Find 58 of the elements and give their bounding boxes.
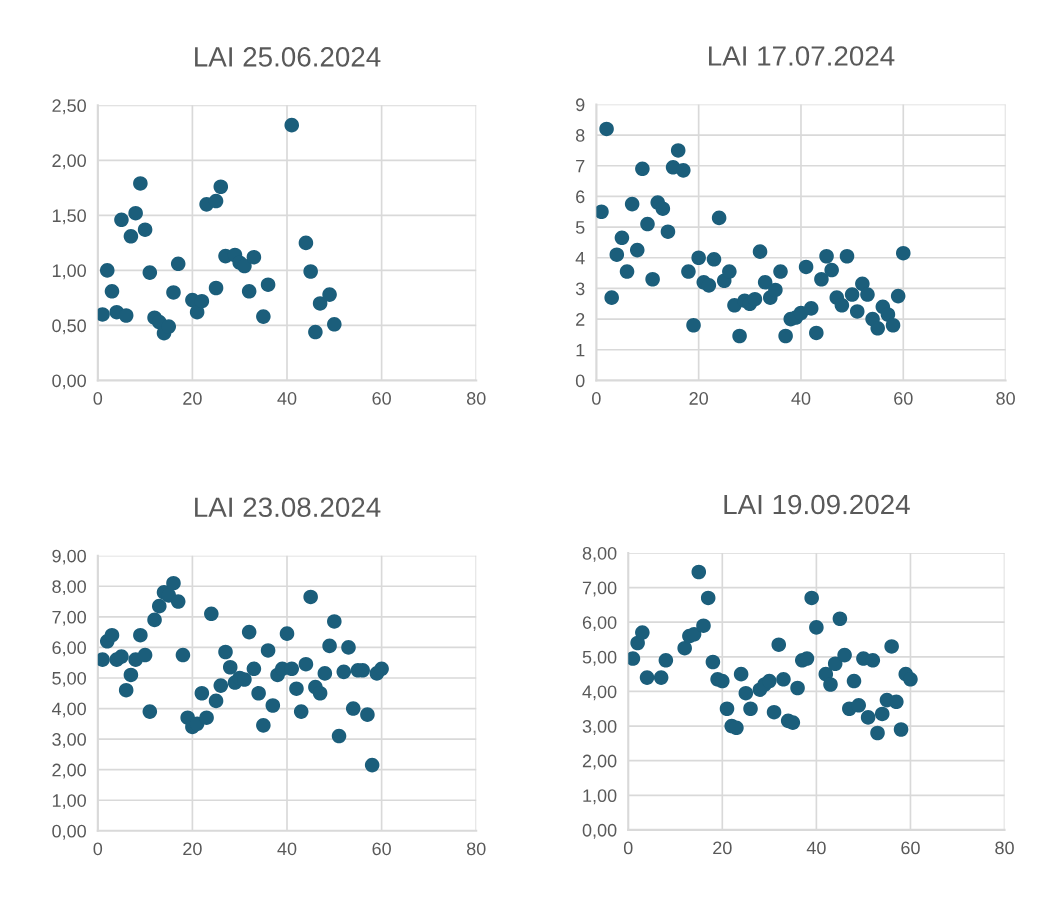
- y-tick-label: 4,00: [582, 685, 617, 701]
- x-tick-label: 0: [93, 392, 103, 405]
- y-tick-label: 1,50: [52, 209, 86, 225]
- x-tick-label: 60: [894, 392, 913, 405]
- y-tick-label: 6,00: [582, 616, 617, 632]
- y-tick-label: 0,00: [52, 374, 86, 390]
- y-tick-label: 1,00: [52, 794, 86, 810]
- y-tick-label: 8,00: [582, 546, 617, 562]
- x-tick-label: 60: [372, 392, 391, 405]
- y-tick-label: 0: [575, 374, 585, 388]
- y-tick-label: 3,00: [582, 719, 617, 735]
- y-tick-label: 1: [576, 343, 585, 357]
- y-tick-label: 1,00: [52, 264, 86, 280]
- x-tick-label: 40: [277, 392, 297, 405]
- y-tick-label: 1,00: [583, 789, 617, 805]
- x-tick-label: 40: [791, 392, 811, 405]
- x-tick-label: 20: [689, 392, 708, 405]
- y-tick-label: 7,00: [52, 610, 86, 626]
- x-tick-label: 20: [713, 841, 732, 855]
- x-tick-label: 0: [93, 842, 103, 856]
- y-tick-label: 6,00: [52, 641, 86, 657]
- y-tick-label: 5,00: [582, 650, 617, 666]
- y-tick-label: 2,50: [52, 99, 86, 115]
- y-tick-label: 5: [575, 221, 585, 234]
- x-tick-label: 60: [372, 842, 391, 856]
- y-tick-label: 0,00: [582, 823, 617, 839]
- y-tick-label: 9,00: [52, 549, 86, 565]
- y-tick-label: 0,50: [52, 319, 86, 335]
- y-tick-label: 5,00: [52, 671, 86, 687]
- x-tick-label: 20: [183, 392, 202, 405]
- x-tick-label: 40: [806, 841, 826, 855]
- y-tick-label: 8: [575, 129, 585, 142]
- x-tick-label: 80: [466, 842, 486, 856]
- x-tick-label: 20: [183, 842, 202, 856]
- chart-title: LAI 23.08.2024: [195, 497, 381, 518]
- y-tick-label: 4: [575, 251, 585, 265]
- y-tick-label: 7,00: [582, 581, 617, 597]
- y-tick-label: 2,00: [52, 154, 86, 170]
- x-tick-label: 40: [277, 842, 297, 856]
- chart-title: LAI 19.09.2024: [724, 494, 910, 515]
- x-tick-label: 80: [995, 841, 1014, 855]
- chart-title: LAI 25.06.2024: [195, 47, 381, 67]
- y-tick-label: 7: [576, 159, 585, 173]
- y-tick-label: 3: [575, 282, 585, 296]
- y-tick-label: 2: [576, 313, 585, 326]
- chart-title: LAI 17.07.2024: [709, 46, 895, 66]
- y-tick-label: 4,00: [51, 702, 86, 718]
- x-tick-label: 80: [466, 392, 486, 405]
- x-tick-label: 80: [996, 392, 1015, 405]
- y-tick-label: 2,00: [52, 763, 86, 779]
- y-tick-label: 2,00: [582, 754, 617, 770]
- y-tick-label: 0,00: [52, 824, 86, 840]
- y-tick-label: 6: [576, 190, 585, 204]
- x-tick-label: 0: [623, 841, 633, 855]
- x-tick-label: 60: [901, 841, 920, 855]
- y-tick-label: 9: [576, 98, 585, 112]
- y-tick-label: 8,00: [52, 580, 86, 596]
- y-tick-label: 3,00: [52, 733, 86, 748]
